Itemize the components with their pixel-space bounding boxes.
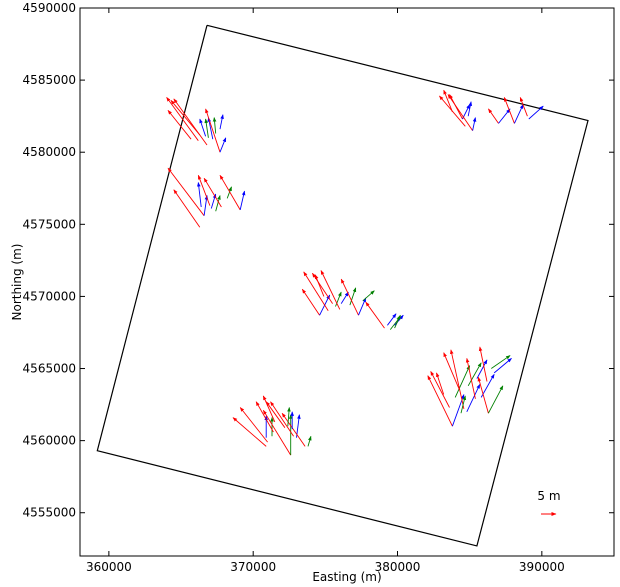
vector-arrow-blue [472, 117, 477, 131]
vector-arrow-red [519, 96, 528, 117]
vector-arrow-blue [493, 358, 512, 374]
vector-arrow-red [265, 401, 286, 428]
vector-arrow-green [467, 362, 482, 387]
vector-arrow-red [262, 409, 292, 456]
y-tick-label: 4565000 [23, 362, 76, 376]
vector-arrow-red [477, 376, 489, 414]
vector-arrow-blue [239, 190, 246, 211]
vector-arrow-red [219, 174, 241, 211]
vector-arrow-blue [394, 314, 404, 326]
vector-arrow-green [287, 407, 291, 427]
vector-arrow-blue [358, 297, 367, 316]
vector-arrow-red [205, 108, 221, 153]
vector-arrow-red [281, 412, 306, 447]
x-tick-label: 390000 [519, 560, 565, 574]
vector-arrow-blue [513, 104, 524, 124]
vector-arrow-blue [528, 105, 544, 120]
vector-arrow-red [262, 395, 276, 423]
plot-area [79, 7, 615, 557]
x-axis: 360000 370000 380000 390000 [86, 8, 565, 574]
vector-arrow-blue [467, 101, 473, 117]
vector-arrow-green [349, 287, 357, 306]
survey-boundary [96, 24, 589, 547]
vector-arrow-green [307, 435, 312, 447]
vector-arrow-green [394, 314, 401, 329]
x-tick-label: 380000 [375, 560, 421, 574]
vector-arrow-green [362, 290, 375, 302]
vector-arrow-green [204, 118, 209, 138]
vector-arrow-red [167, 110, 192, 140]
y-tick-label: 4555000 [23, 506, 76, 520]
y-axis: 4555000 4560000 4565000 4570000 4575000 45800… [23, 1, 614, 520]
vector-arrow-red [503, 96, 515, 124]
vector-arrow-red [314, 274, 325, 297]
vector-arrow-green [335, 291, 342, 307]
vector-arrow-red [239, 407, 268, 443]
vector-arrow-blue [476, 359, 488, 379]
x-axis-title: Easting (m) [312, 570, 381, 584]
vector-arrow-red [443, 89, 453, 112]
vector-arrow-green [460, 395, 467, 414]
vector-arrow-red [478, 346, 488, 382]
vector-arrow-red [340, 278, 359, 316]
vector-arrow-red [488, 108, 499, 124]
vector-arrow-blue [199, 118, 207, 137]
vector-arrow-red [443, 352, 461, 391]
y-tick-label: 4590000 [23, 1, 76, 15]
vector-arrow-red [447, 94, 473, 131]
vector-arrow-green [215, 195, 221, 212]
vector-arrow-blue [203, 195, 209, 216]
y-tick-label: 4575000 [23, 217, 76, 231]
vector-arrow-blue [387, 313, 397, 326]
vector-arrow-blue [466, 383, 481, 412]
y-tick-label: 4580000 [23, 145, 76, 159]
vector-arrow-red [197, 174, 211, 206]
vector-arrow-blue [498, 108, 511, 124]
vector-arrow-green [212, 117, 217, 134]
vector-arrow-blue [340, 291, 349, 304]
vector-arrow-red [232, 417, 267, 447]
x-tick-label: 360000 [86, 560, 132, 574]
vector-arrow-red [166, 97, 199, 141]
y-axis-title: Northing (m) [10, 244, 24, 321]
vector-arrow-red [255, 401, 274, 433]
vector-arrow-red [365, 301, 385, 329]
vector-arrow-blue [196, 182, 202, 208]
vector-arrow-blue [480, 373, 495, 398]
y-tick-label: 4560000 [23, 434, 76, 448]
vector-arrow-green [491, 355, 511, 369]
x-tick-label: 370000 [230, 560, 276, 574]
vector-arrow-red [301, 288, 320, 316]
vector-arrow-blue [219, 114, 224, 130]
vector-arrow-red [427, 375, 453, 427]
vector-arrow-red [465, 357, 476, 399]
vector-arrow-red [303, 271, 329, 312]
vector-arrow-red [173, 189, 201, 228]
vector-arrow-blue [462, 104, 471, 120]
vector-arrow-red [173, 98, 208, 146]
vector-arrow-red [430, 371, 450, 408]
vector-arrow-red [450, 349, 465, 409]
vector-arrow-blue [207, 117, 214, 140]
vector-arrow-blue [296, 414, 301, 438]
vector-arrow-red [203, 177, 222, 208]
vector-arrow-green [226, 186, 232, 199]
vector-arrow-red [167, 167, 205, 216]
vector-arrow-red [320, 270, 341, 310]
vector-arrow-green [488, 385, 504, 414]
vector-arrow-red [170, 99, 201, 136]
vector-arrow-red [270, 401, 294, 437]
vector-arrow-green [454, 365, 471, 398]
vector-arrow-blue [219, 137, 227, 153]
displacement-vectors [166, 89, 544, 456]
y-tick-label: 4570000 [23, 289, 76, 303]
vector-arrow-red [436, 372, 445, 395]
scale-key-label: 5 m [537, 489, 560, 503]
y-tick-label: 4585000 [23, 73, 76, 87]
